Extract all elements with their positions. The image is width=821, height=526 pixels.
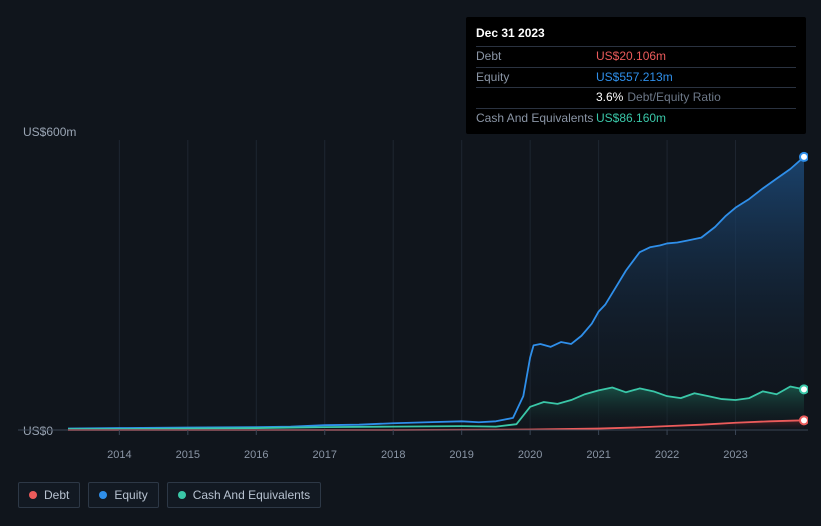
tooltip-row: EquityUS$557.213m (476, 67, 796, 87)
tooltip-date: Dec 31 2023 (476, 23, 796, 46)
legend-item[interactable]: Debt (18, 482, 80, 508)
x-tick-label: 2020 (518, 449, 542, 461)
legend-item[interactable]: Equity (88, 482, 158, 508)
tooltip-row-label: Debt (476, 48, 596, 65)
x-tick-label: 2021 (586, 449, 610, 461)
x-tick-label: 2014 (107, 449, 131, 461)
tooltip-row: Cash And EquivalentsUS$86.160m (476, 108, 796, 128)
legend-label: Debt (44, 488, 69, 502)
line-area-chart[interactable] (18, 140, 808, 470)
x-tick-label: 2023 (723, 449, 747, 461)
y-axis-max-label: US$600m (23, 125, 76, 139)
legend-dot-icon (178, 491, 186, 499)
x-tick-label: 2016 (244, 449, 268, 461)
x-tick-label: 2018 (381, 449, 405, 461)
x-axis-ticks: 2014 2015 2016 2017 2018 2019 2020 2021 2022 2023 (18, 449, 808, 465)
legend-label: Cash And Equivalents (193, 488, 310, 502)
tooltip-row-label: Cash And Equivalents (476, 110, 596, 127)
tooltip-row: 3.6%Debt/Equity Ratio (476, 87, 796, 107)
tooltip-row-value: 3.6% (596, 89, 623, 106)
equity-end-marker-icon (800, 153, 808, 161)
chart-legend: Debt Equity Cash And Equivalents (18, 482, 321, 508)
tooltip-row-sublabel: Debt/Equity Ratio (627, 89, 720, 106)
tooltip-row: DebtUS$20.106m (476, 46, 796, 66)
tooltip-row-label (476, 89, 596, 106)
hover-tooltip: Dec 31 2023 DebtUS$20.106mEquityUS$557.2… (466, 17, 806, 134)
x-tick-label: 2017 (312, 449, 336, 461)
cash-end-marker-icon (800, 385, 808, 393)
tooltip-row-value: US$86.160m (596, 110, 666, 127)
x-tick-label: 2022 (655, 449, 679, 461)
legend-item[interactable]: Cash And Equivalents (167, 482, 321, 508)
tooltip-row-value: US$557.213m (596, 69, 673, 86)
legend-dot-icon (29, 491, 37, 499)
equity-area (68, 157, 804, 430)
chart-panel: Dec 31 2023 DebtUS$20.106mEquityUS$557.2… (0, 0, 821, 526)
x-tick-label: 2019 (449, 449, 473, 461)
debt-end-marker-icon (800, 416, 808, 424)
tooltip-row-value: US$20.106m (596, 48, 666, 65)
tooltip-row-label: Equity (476, 69, 596, 86)
legend-dot-icon (99, 491, 107, 499)
x-tick-label: 2015 (176, 449, 200, 461)
legend-label: Equity (114, 488, 147, 502)
